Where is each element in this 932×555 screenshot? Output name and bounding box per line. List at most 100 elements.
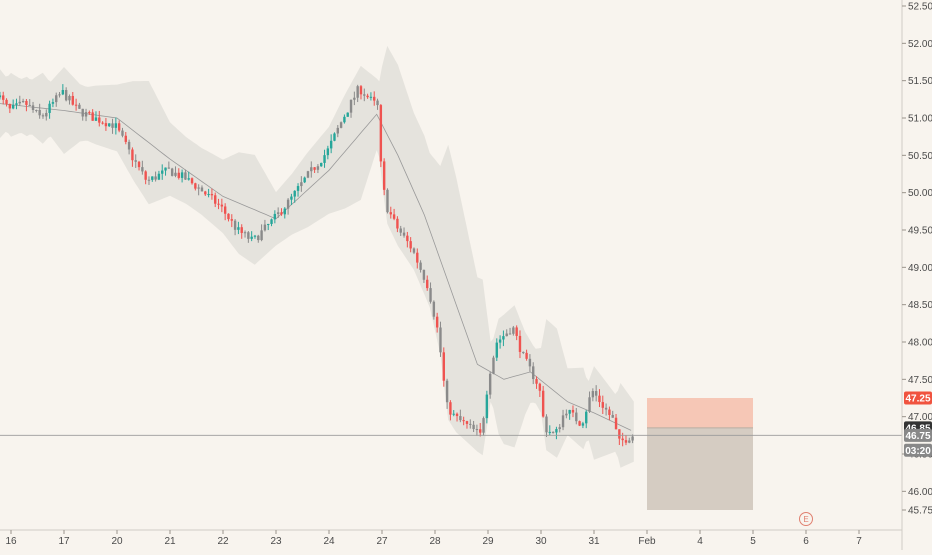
- candle[interactable]: [45, 109, 48, 121]
- candle[interactable]: [28, 99, 31, 106]
- candle[interactable]: [237, 221, 240, 235]
- candle[interactable]: [379, 103, 383, 168]
- candle[interactable]: [250, 231, 253, 242]
- candle[interactable]: [243, 230, 247, 238]
- candle[interactable]: [260, 224, 263, 242]
- candle[interactable]: [151, 176, 154, 182]
- candle[interactable]: [611, 410, 614, 418]
- candle[interactable]: [78, 102, 81, 109]
- candle[interactable]: [91, 109, 94, 121]
- candle[interactable]: [561, 409, 565, 431]
- candle[interactable]: [283, 207, 286, 219]
- candle[interactable]: [21, 98, 25, 103]
- candle[interactable]: [270, 218, 273, 227]
- candle[interactable]: [329, 134, 333, 154]
- candle[interactable]: [204, 190, 207, 196]
- candle[interactable]: [502, 330, 505, 347]
- candle[interactable]: [121, 127, 124, 138]
- candle[interactable]: [84, 108, 88, 122]
- candle[interactable]: [134, 154, 137, 168]
- candle[interactable]: [608, 406, 611, 421]
- candle[interactable]: [240, 224, 243, 239]
- candle[interactable]: [124, 131, 127, 145]
- candle[interactable]: [376, 98, 379, 110]
- candle[interactable]: [459, 409, 462, 423]
- candle[interactable]: [88, 110, 91, 115]
- candle[interactable]: [154, 171, 157, 182]
- candle[interactable]: [8, 103, 12, 114]
- candle[interactable]: [197, 184, 200, 196]
- candle[interactable]: [71, 91, 74, 106]
- candle[interactable]: [568, 409, 571, 420]
- candle[interactable]: [187, 171, 190, 181]
- candle[interactable]: [422, 269, 426, 283]
- candle[interactable]: [541, 385, 545, 418]
- candle[interactable]: [485, 390, 489, 424]
- candle[interactable]: [137, 160, 141, 171]
- candle[interactable]: [177, 168, 180, 180]
- candle[interactable]: [174, 166, 177, 178]
- candle[interactable]: [508, 327, 512, 335]
- candle[interactable]: [55, 92, 58, 107]
- candle[interactable]: [339, 121, 343, 129]
- candle[interactable]: [548, 425, 551, 436]
- candle[interactable]: [449, 400, 452, 421]
- candles-layer[interactable]: [0, 82, 634, 447]
- candle[interactable]: [581, 421, 585, 429]
- candle[interactable]: [426, 275, 429, 291]
- candle[interactable]: [81, 108, 84, 121]
- candle[interactable]: [223, 203, 227, 221]
- candle[interactable]: [58, 91, 61, 98]
- candle[interactable]: [419, 260, 422, 273]
- candle[interactable]: [233, 219, 237, 236]
- candle[interactable]: [495, 338, 498, 362]
- candle[interactable]: [2, 91, 5, 105]
- candle[interactable]: [38, 103, 41, 119]
- candle[interactable]: [545, 414, 548, 438]
- candle[interactable]: [432, 300, 436, 320]
- candle[interactable]: [68, 94, 71, 105]
- candle[interactable]: [382, 158, 386, 196]
- candle[interactable]: [343, 114, 346, 124]
- candle[interactable]: [363, 88, 366, 102]
- candle[interactable]: [528, 354, 532, 372]
- candle[interactable]: [267, 223, 270, 231]
- candle[interactable]: [399, 225, 402, 237]
- candle[interactable]: [217, 198, 220, 210]
- candle[interactable]: [571, 405, 575, 418]
- candle[interactable]: [273, 210, 277, 224]
- candle[interactable]: [465, 420, 469, 429]
- candle[interactable]: [31, 101, 35, 113]
- candle[interactable]: [505, 329, 508, 337]
- candle[interactable]: [51, 98, 55, 108]
- candle[interactable]: [442, 347, 445, 387]
- candle[interactable]: [157, 170, 161, 181]
- candle[interactable]: [532, 362, 535, 385]
- candle[interactable]: [518, 330, 522, 359]
- event-layer[interactable]: E: [799, 512, 813, 526]
- candle[interactable]: [498, 335, 502, 349]
- candle[interactable]: [469, 419, 472, 429]
- candle[interactable]: [386, 188, 389, 214]
- candle[interactable]: [131, 147, 134, 167]
- candle[interactable]: [346, 112, 349, 117]
- candle[interactable]: [303, 176, 306, 184]
- candle[interactable]: [482, 416, 485, 436]
- candle[interactable]: [604, 403, 608, 416]
- candle[interactable]: [111, 118, 114, 134]
- candle[interactable]: [5, 98, 8, 107]
- candle[interactable]: [479, 422, 482, 437]
- candle[interactable]: [555, 426, 558, 440]
- candle[interactable]: [565, 409, 568, 419]
- candle[interactable]: [323, 149, 326, 168]
- candle[interactable]: [276, 207, 280, 218]
- candle[interactable]: [326, 145, 330, 160]
- candle[interactable]: [455, 412, 459, 422]
- candle[interactable]: [180, 169, 184, 183]
- candle[interactable]: [588, 391, 591, 413]
- candle[interactable]: [435, 312, 439, 333]
- candle[interactable]: [227, 213, 230, 222]
- candle[interactable]: [253, 234, 257, 239]
- candle[interactable]: [64, 87, 68, 102]
